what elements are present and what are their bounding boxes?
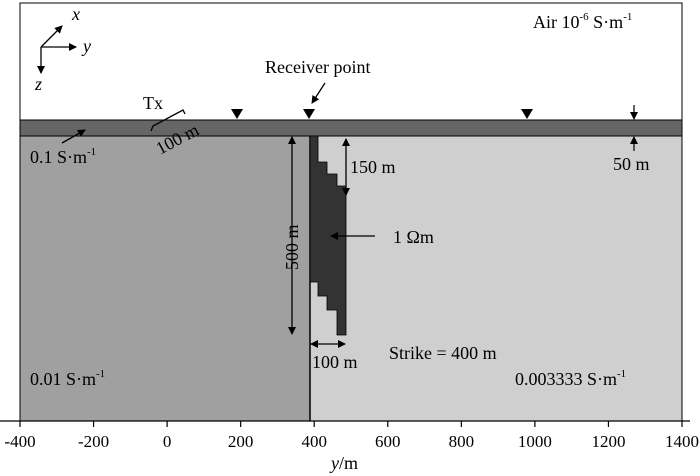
- axis-tick-label: 400: [301, 432, 327, 451]
- depth-150-label: 150 m: [350, 157, 396, 177]
- surface-layer: [19, 119, 683, 137]
- tx-label: Tx: [143, 93, 163, 113]
- axis-title: y/m: [329, 453, 358, 473]
- z-axis-label: z: [34, 74, 42, 94]
- x-axis-arrow-icon: [40, 25, 63, 48]
- axis-tick-label: -400: [4, 432, 35, 451]
- surface-layer-arrow-icon: [61, 129, 86, 144]
- receiver-triangle-icon: [231, 109, 243, 119]
- axis-tick-label: 600: [375, 432, 401, 451]
- receiver-label: Receiver point: [265, 57, 370, 77]
- x-axis-label: x: [71, 4, 80, 24]
- receiver-arrow-icon: [311, 82, 326, 104]
- axis-tick-label: 200: [228, 432, 254, 451]
- axis-tick-label: 1400: [665, 432, 699, 451]
- strike-label: Strike = 400 m: [389, 343, 497, 363]
- axis-ticks: -400 -200 0 200 400 600 800 1000 1200 1400: [4, 421, 699, 451]
- air-label: Air 10-6 S·m-1: [533, 11, 632, 32]
- resistivity-label: 1 Ωm: [393, 227, 434, 247]
- left-halfspace-label: 0.01 S·m-1: [30, 368, 105, 389]
- receiver-triangle-icon: [521, 109, 533, 119]
- receiver-triangle-icon: [303, 109, 315, 119]
- axis-tick-label: 0: [163, 432, 172, 451]
- conductive-body: [309, 135, 347, 336]
- thickness-label: 50 m: [613, 154, 650, 174]
- axis-tick-label: -200: [78, 432, 109, 451]
- axes-indicator: x y z: [34, 4, 91, 94]
- air-region: [19, 2, 683, 121]
- axis-tick-label: 1000: [518, 432, 552, 451]
- depth-500-label: 500 m: [282, 224, 302, 270]
- right-halfspace-label: 0.003333 S·m-1: [515, 368, 626, 389]
- tx-bracket: [150, 109, 186, 132]
- axis-tick-label: 800: [449, 432, 475, 451]
- axis-tick-label: 1200: [591, 432, 625, 451]
- surface-layer-label: 0.1 S·m-1: [30, 146, 96, 167]
- right-halfspace: [310, 136, 682, 421]
- width-100-label: 100 m: [312, 352, 358, 372]
- y-axis-label: y: [81, 36, 91, 56]
- left-halfspace: [20, 136, 310, 421]
